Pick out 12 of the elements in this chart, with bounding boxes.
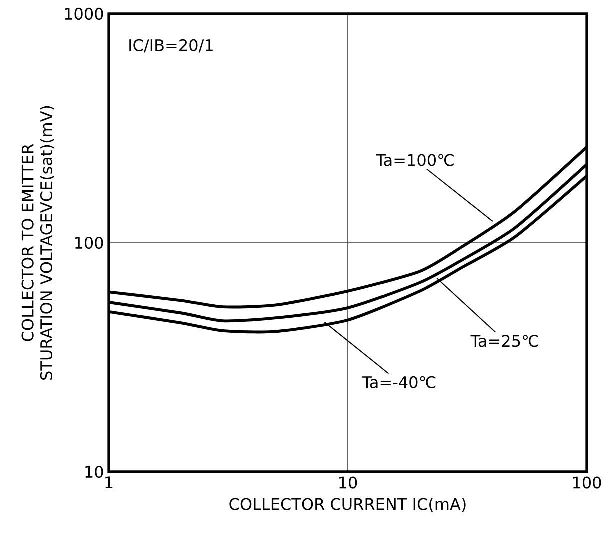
annotation: Ta=25℃	[470, 335, 538, 348]
x-tick-label: 100	[573, 476, 602, 489]
x-tick-label: 10	[340, 476, 358, 489]
x-axis-title: COLLECTOR CURRENT IC(mA)	[230, 498, 466, 512]
y-axis-title: COLLECTOR TO EMITTER STURATION VOLTAGEVCE(sat)(mV)	[22, 106, 54, 380]
y-tick-label: 10	[86, 466, 104, 478]
x-tick-label: 1	[106, 476, 113, 488]
y-tick-label: 100	[76, 236, 104, 250]
y-tick-label: 1000	[65, 8, 104, 20]
annotation: IC/IB=20/1	[130, 39, 213, 53]
annotation: Ta=-40℃	[362, 376, 436, 388]
annotation: Ta=100℃	[376, 154, 454, 166]
